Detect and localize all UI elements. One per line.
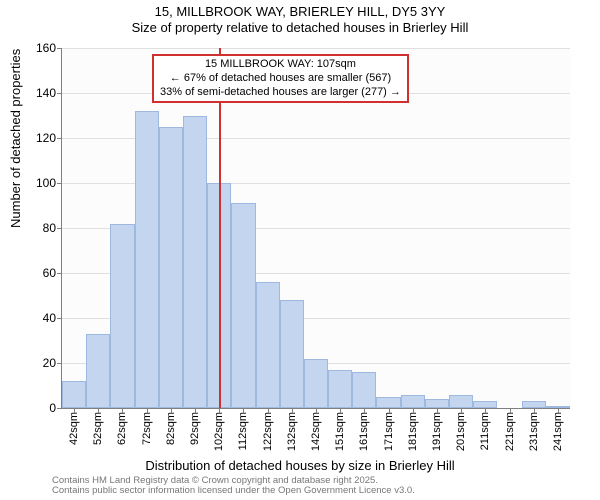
annotation-line2: ← 67% of detached houses are smaller (56… <box>160 72 401 86</box>
histogram-bar <box>449 395 473 409</box>
x-tick-mark <box>292 408 293 413</box>
x-tick-label: 181sqm <box>407 408 419 451</box>
x-tick-label: 191sqm <box>431 408 443 451</box>
x-tick-mark <box>219 408 220 413</box>
y-tick-mark <box>57 318 62 319</box>
x-tick-label: 171sqm <box>383 408 395 451</box>
x-tick-label: 82sqm <box>165 408 177 445</box>
footer-line2: Contains public sector information licen… <box>52 486 415 496</box>
histogram-bar <box>135 111 159 408</box>
x-tick-mark <box>461 408 462 413</box>
x-tick-label: 211sqm <box>479 408 491 450</box>
x-tick-mark <box>122 408 123 413</box>
annotation-line1: 15 MILLBROOK WAY: 107sqm <box>160 58 401 72</box>
x-tick-mark <box>147 408 148 413</box>
x-tick-mark <box>98 408 99 413</box>
histogram-bar <box>231 203 255 408</box>
chart-title-block: 15, MILLBROOK WAY, BRIERLEY HILL, DY5 3Y… <box>0 0 600 37</box>
y-tick-mark <box>57 363 62 364</box>
x-axis-label: Distribution of detached houses by size … <box>0 458 600 473</box>
x-tick-label: 132sqm <box>286 408 298 451</box>
histogram-bar <box>304 359 328 409</box>
x-tick-mark <box>316 408 317 413</box>
x-tick-mark <box>558 408 559 413</box>
annotation-box: 15 MILLBROOK WAY: 107sqm← 67% of detache… <box>152 54 409 103</box>
x-tick-label: 112sqm <box>237 408 249 450</box>
histogram-bar <box>328 370 352 408</box>
x-tick-label: 72sqm <box>141 408 153 445</box>
y-tick-mark <box>57 228 62 229</box>
annotation-line3: 33% of semi-detached houses are larger (… <box>160 86 401 100</box>
x-tick-mark <box>389 408 390 413</box>
x-tick-label: 142sqm <box>310 408 322 451</box>
x-tick-label: 52sqm <box>92 408 104 445</box>
x-tick-mark <box>268 408 269 413</box>
histogram-bar <box>280 300 304 408</box>
y-tick-mark <box>57 93 62 94</box>
histogram-bar <box>183 116 207 409</box>
histogram-bar <box>256 282 280 408</box>
histogram-bar <box>425 399 449 408</box>
footer-attribution: Contains HM Land Registry data © Crown c… <box>52 476 415 497</box>
histogram-bar <box>86 334 110 408</box>
chart-plot-area: 02040608010012014016042sqm52sqm62sqm72sq… <box>62 48 570 408</box>
x-tick-mark <box>437 408 438 413</box>
y-axis-label: Number of detached properties <box>8 49 23 228</box>
y-tick-mark <box>57 48 62 49</box>
title-line2: Size of property relative to detached ho… <box>0 20 600 36</box>
x-tick-label: 161sqm <box>358 408 370 451</box>
x-tick-label: 231sqm <box>528 408 540 451</box>
histogram-bar <box>401 395 425 409</box>
y-tick-mark <box>57 138 62 139</box>
title-line1: 15, MILLBROOK WAY, BRIERLEY HILL, DY5 3Y… <box>0 4 600 20</box>
x-tick-mark <box>364 408 365 413</box>
x-tick-label: 102sqm <box>213 408 225 451</box>
x-tick-label: 221sqm <box>504 408 516 451</box>
x-tick-label: 241sqm <box>552 408 564 451</box>
x-tick-label: 122sqm <box>262 408 274 451</box>
x-tick-mark <box>195 408 196 413</box>
x-tick-label: 92sqm <box>189 408 201 445</box>
histogram-bar <box>159 127 183 408</box>
y-tick-mark <box>57 183 62 184</box>
x-tick-label: 151sqm <box>334 408 346 451</box>
histogram-bar <box>522 401 546 408</box>
x-tick-mark <box>171 408 172 413</box>
x-tick-label: 62sqm <box>116 408 128 445</box>
x-tick-label: 201sqm <box>455 408 467 451</box>
x-tick-mark <box>340 408 341 413</box>
x-tick-mark <box>485 408 486 413</box>
x-tick-mark <box>243 408 244 413</box>
histogram-bar <box>62 381 86 408</box>
histogram-bar <box>376 397 400 408</box>
y-tick-mark <box>57 408 62 409</box>
histogram-bar <box>352 372 376 408</box>
histogram-bar <box>110 224 134 409</box>
x-tick-mark <box>74 408 75 413</box>
x-tick-label: 42sqm <box>68 408 80 445</box>
x-tick-mark <box>413 408 414 413</box>
x-tick-mark <box>510 408 511 413</box>
y-tick-mark <box>57 273 62 274</box>
histogram-bar <box>473 401 497 408</box>
x-tick-mark <box>534 408 535 413</box>
gridline <box>62 48 570 49</box>
